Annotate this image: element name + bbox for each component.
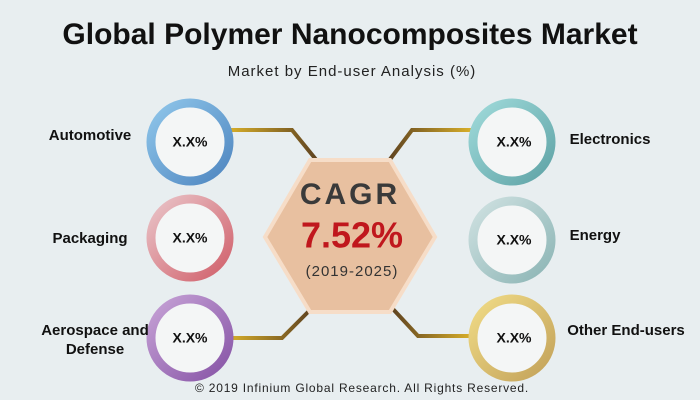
segment-value: X.X% [172, 330, 208, 346]
ring [146, 294, 234, 382]
connector [386, 128, 472, 164]
ring [468, 294, 556, 382]
connector [228, 306, 314, 340]
subtitle: Market by End-user Analysis (%) [228, 63, 477, 80]
segment-label: Other End-users [567, 322, 685, 339]
ring [468, 196, 556, 284]
segment-value: X.X% [496, 330, 532, 346]
connector [390, 306, 472, 338]
hexagon [262, 158, 438, 314]
cagr-label: CAGR [300, 178, 400, 211]
footer: © 2019 Infinium Global Research. All Rig… [195, 381, 529, 395]
circles [146, 98, 556, 382]
segment-value: X.X% [172, 134, 208, 150]
segment-label: Aerospace and Defense [41, 322, 149, 358]
ring [468, 98, 556, 186]
cagr-value: 7.52% [301, 215, 403, 256]
cagr-period: (2019-2025) [306, 263, 399, 280]
segment-value: X.X% [496, 232, 532, 248]
segment-label: Energy [569, 227, 621, 244]
segment-value: X.X% [496, 134, 532, 150]
segment-label: Electronics [569, 131, 651, 148]
connector [228, 128, 320, 164]
segment-label: Packaging [52, 230, 128, 247]
title: Global Polymer Nanocomposites Market [62, 18, 637, 51]
ring [146, 98, 234, 186]
connectors [228, 128, 472, 340]
ring [146, 194, 234, 282]
segment-value: X.X% [172, 230, 208, 246]
segment-label: Automotive [48, 127, 132, 144]
